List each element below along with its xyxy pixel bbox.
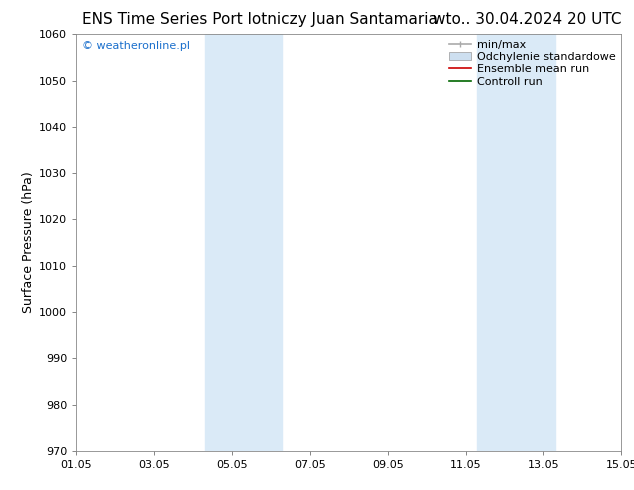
Text: wto.. 30.04.2024 20 UTC: wto.. 30.04.2024 20 UTC [433,12,621,27]
Bar [205,34,283,451]
Legend: min/max, Odchylenie standardowe, Ensemble mean run, Controll run: min/max, Odchylenie standardowe, Ensembl… [450,40,616,87]
Text: ENS Time Series Port lotniczy Juan Santamaria: ENS Time Series Port lotniczy Juan Santa… [82,12,438,27]
Bar [477,34,555,451]
Text: © weatheronline.pl: © weatheronline.pl [82,41,190,50]
Y-axis label: Surface Pressure (hPa): Surface Pressure (hPa) [22,172,35,314]
